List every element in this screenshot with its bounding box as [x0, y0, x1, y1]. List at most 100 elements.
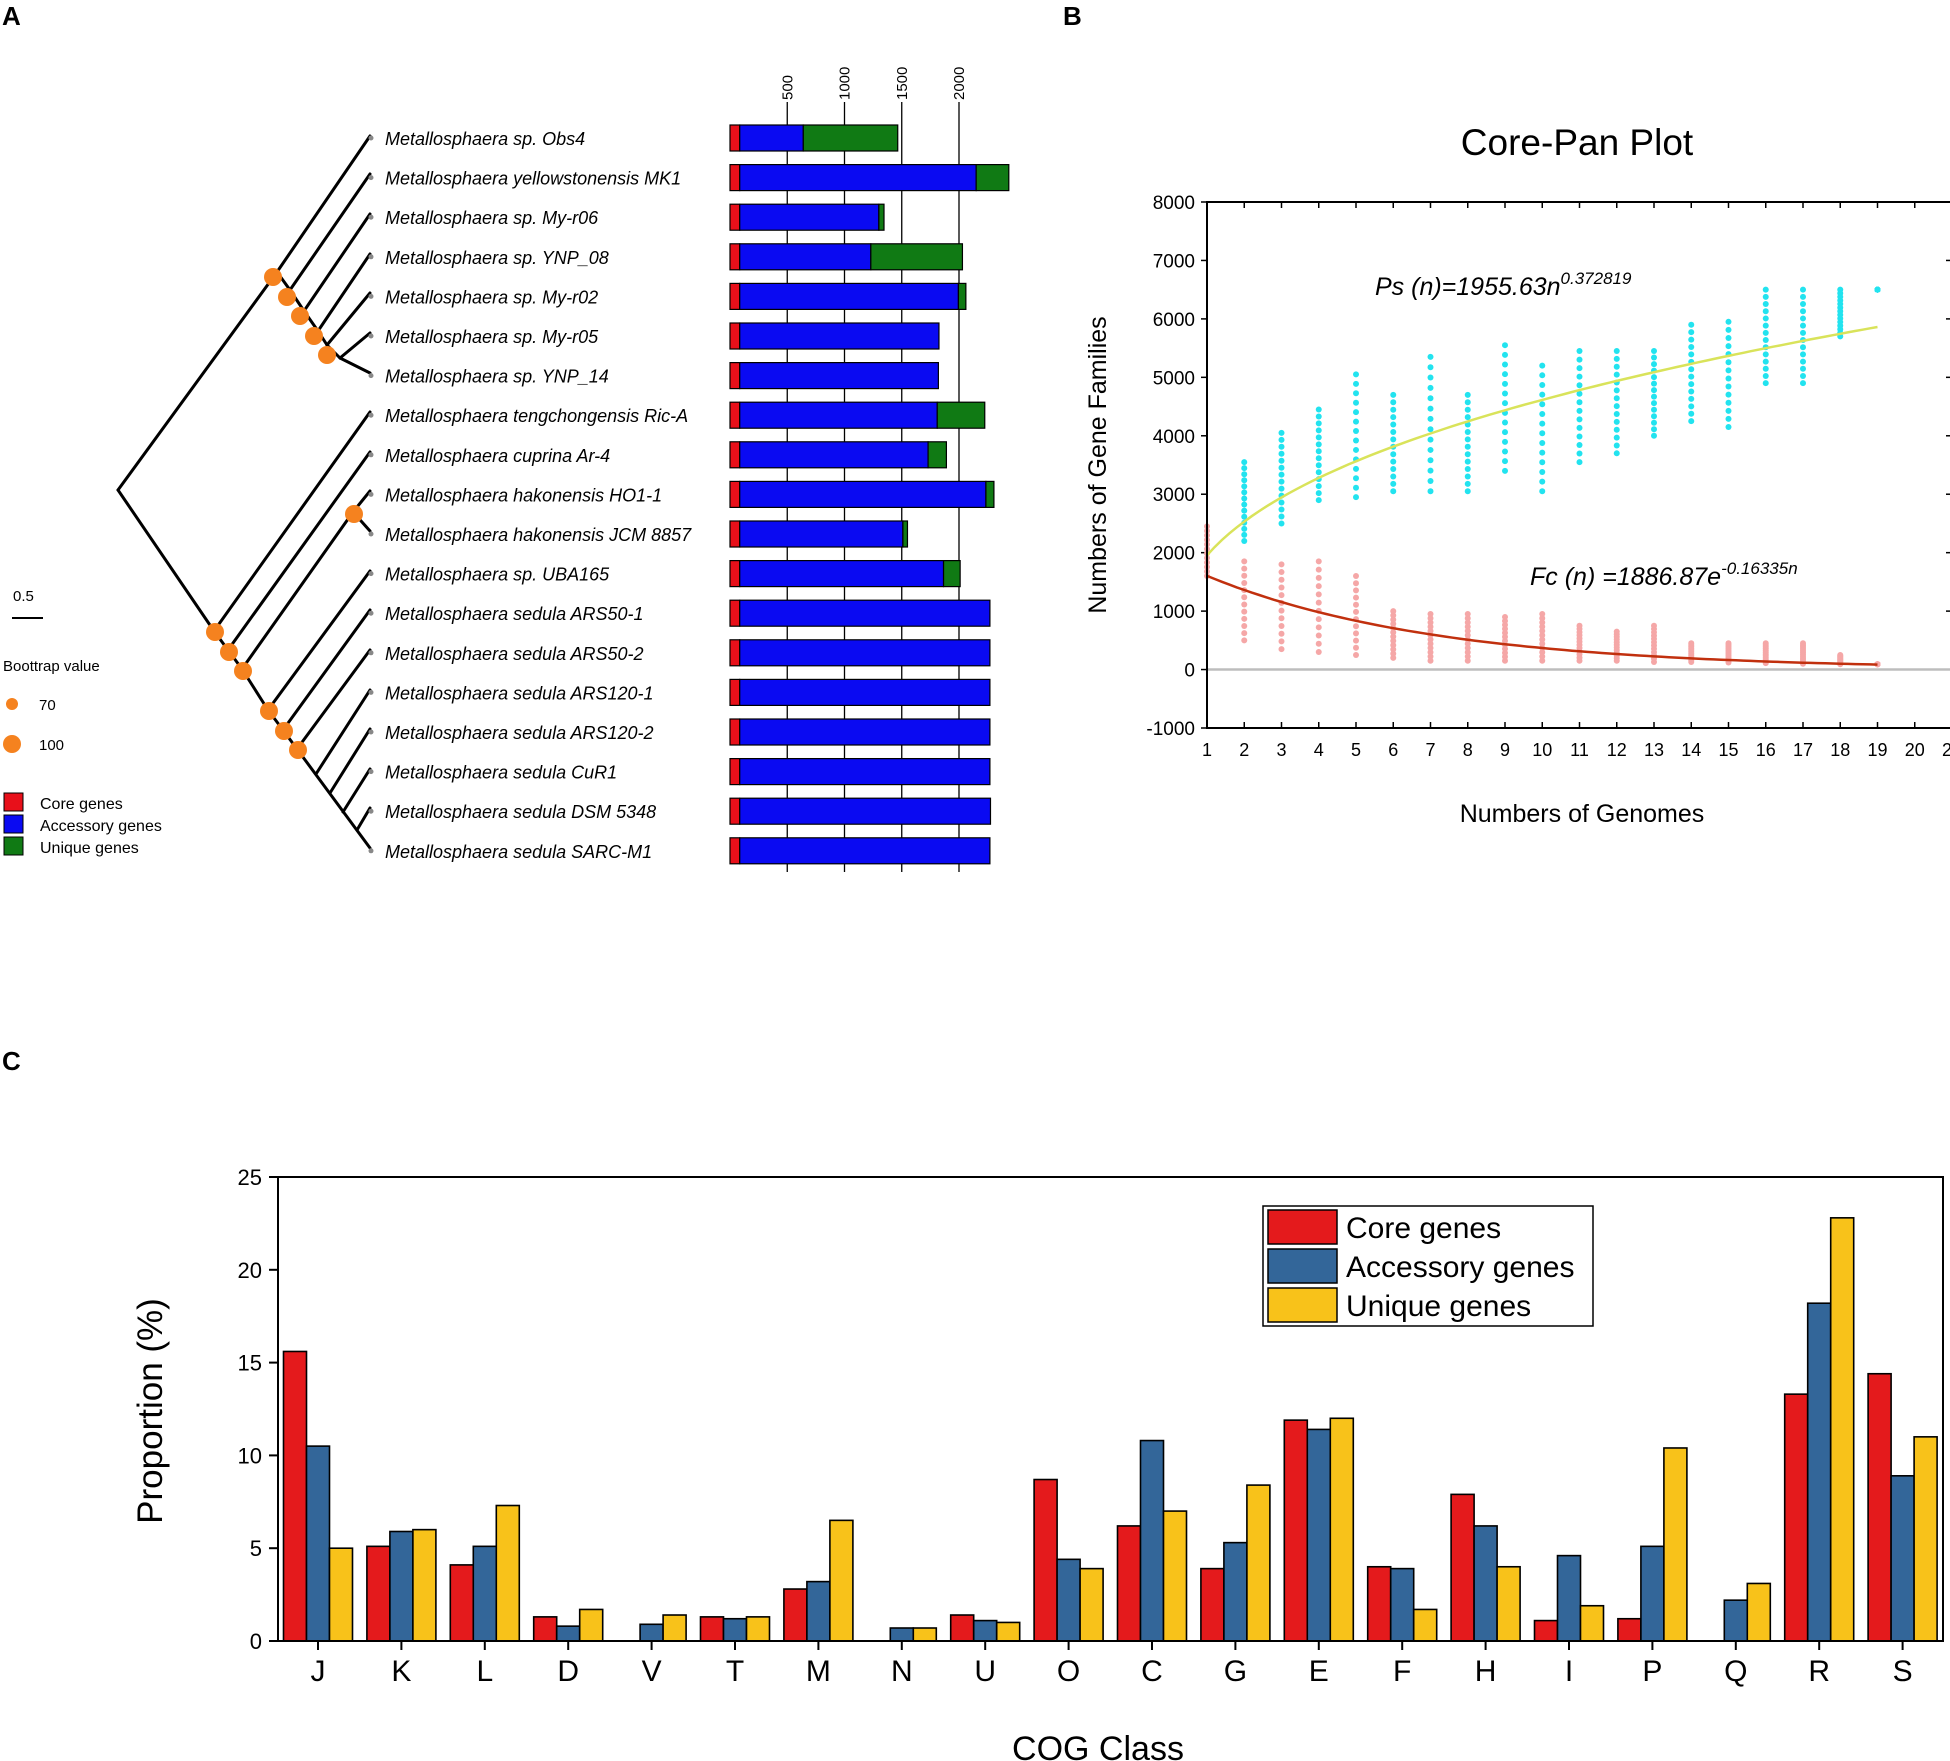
pan-genome-point [1241, 495, 1248, 502]
pan-genome-point [1651, 348, 1657, 355]
core-genome-point [1241, 622, 1248, 629]
panel-label-b: B [1063, 1, 1082, 31]
x-tick-label: 8 [1463, 740, 1473, 760]
pan-genome-point [1390, 458, 1397, 465]
core-genome-point [1539, 628, 1546, 635]
core-genome-point [1427, 657, 1434, 664]
pan-genome-point [1576, 424, 1583, 431]
core-genome-point [1427, 640, 1434, 647]
pan-genome-point [1576, 450, 1583, 457]
core-genome-point [1390, 629, 1397, 636]
strain-label: Metallosphaera hakonensis HO1-1 [385, 485, 662, 505]
gene-count-bars [729, 124, 1010, 865]
y-tick-label: 5 [250, 1536, 262, 1561]
pan-genome-point [1762, 358, 1769, 365]
core-genome-point [1464, 628, 1471, 635]
cog-y-label: Proportion (%) [131, 1298, 170, 1524]
tree-branch [275, 134, 372, 274]
cog-core-bar [1450, 1493, 1475, 1642]
core-genome-point [1241, 579, 1248, 586]
pan-genome-point [1427, 467, 1434, 474]
pan-genome-point [1539, 430, 1546, 437]
pan-genome-point [1241, 489, 1248, 496]
pan-genome-point [1539, 381, 1546, 388]
bootstrap-node [291, 307, 309, 325]
pan-genome-point [1613, 387, 1620, 394]
pan-genome-point [1762, 308, 1769, 315]
core-genes-bar [729, 243, 741, 271]
x-tick-label: 4 [1314, 740, 1324, 760]
cog-legend-unique-swatch [1267, 1287, 1338, 1323]
pan-genome-point [1539, 372, 1546, 379]
pan-genome-point [1278, 506, 1285, 513]
cog-legend-accessory-label: Accessory genes [1346, 1251, 1574, 1284]
legend-accessory-swatch [3, 814, 24, 834]
cog-category-label: G [1224, 1655, 1247, 1688]
pan-genome-point [1241, 459, 1248, 466]
accessory-genes-bar [739, 401, 938, 429]
pan-genome-point [1613, 426, 1620, 433]
core-genome-point [1427, 615, 1434, 622]
core-genome-point [1315, 616, 1322, 623]
core-genes-bar [729, 599, 741, 627]
y-tick-label: 6000 [1153, 310, 1195, 331]
cog-legend-unique-label: Unique genes [1346, 1290, 1531, 1323]
pan-genome-point [1800, 358, 1806, 365]
core-pan-frame [1206, 201, 1950, 729]
pan-genome-point [1390, 436, 1397, 443]
unique-genes-bar [985, 480, 995, 508]
cog-accessory-bar [1806, 1302, 1832, 1642]
cog-core-bar [1200, 1567, 1225, 1642]
core-genome-point [1353, 573, 1359, 580]
cog-category-label: D [557, 1655, 579, 1688]
pan-genome-point [1800, 293, 1806, 300]
pan-genome-point [1651, 419, 1657, 426]
cog-core-bar [1116, 1525, 1142, 1642]
cog-core-bar [783, 1588, 808, 1642]
core-genome-point [1241, 637, 1248, 644]
core-genome-point [1353, 608, 1359, 615]
core-genes-bar [729, 282, 741, 310]
cog-unique-bar [328, 1547, 354, 1642]
pan-genome-point [1725, 399, 1732, 406]
pan-genome-point [1427, 446, 1434, 453]
cog-unique-bar [1579, 1604, 1605, 1642]
pan-genome-point [1353, 418, 1359, 425]
x-tick-label: 16 [1756, 740, 1776, 760]
x-tick-label: 21 [1942, 740, 1950, 760]
core-genome-point [1427, 649, 1434, 656]
accessory-genes-bar [739, 322, 940, 350]
x-tick-label: 1 [1202, 740, 1212, 760]
pan-genome-point [1725, 415, 1732, 422]
pan-genome-point [1576, 441, 1583, 448]
cog-category-label: J [311, 1655, 326, 1688]
pan-genome-point [1353, 437, 1359, 444]
core-genes-bar [729, 559, 741, 588]
pan-genome-point [1613, 363, 1620, 370]
pan-genome-point [1688, 410, 1695, 417]
pan-genome-point [1651, 393, 1657, 400]
core-genome-point [1315, 566, 1322, 573]
cog-core-bar [532, 1616, 558, 1642]
core-genome-point [1464, 632, 1471, 639]
core-genome-point [1390, 608, 1397, 615]
pan-genome-point [1315, 490, 1322, 497]
pan-genome-point [1613, 410, 1620, 417]
pan-genome-point [1539, 488, 1546, 495]
pan-genome-point [1427, 488, 1434, 495]
leaf-tip [368, 689, 374, 695]
leaf-tip [368, 610, 374, 616]
pan-genome-point [1800, 351, 1806, 358]
core-genome-point [1539, 649, 1546, 656]
pan-genome-point [1725, 407, 1732, 414]
pan-genome-point [1315, 455, 1322, 462]
strain-label: Metallosphaera sedula ARS120-1 [385, 683, 654, 703]
pan-genome-point [1427, 415, 1434, 422]
pan-genome-point [1353, 428, 1359, 435]
y-tick-label: 20 [238, 1258, 262, 1283]
core-genes-bar [729, 520, 741, 548]
pan-genome-point [1800, 380, 1806, 387]
cog-x-label: COG Class [1012, 1730, 1184, 1761]
legend-unique-label: Unique genes [40, 840, 139, 857]
leaf-tip [368, 135, 374, 141]
